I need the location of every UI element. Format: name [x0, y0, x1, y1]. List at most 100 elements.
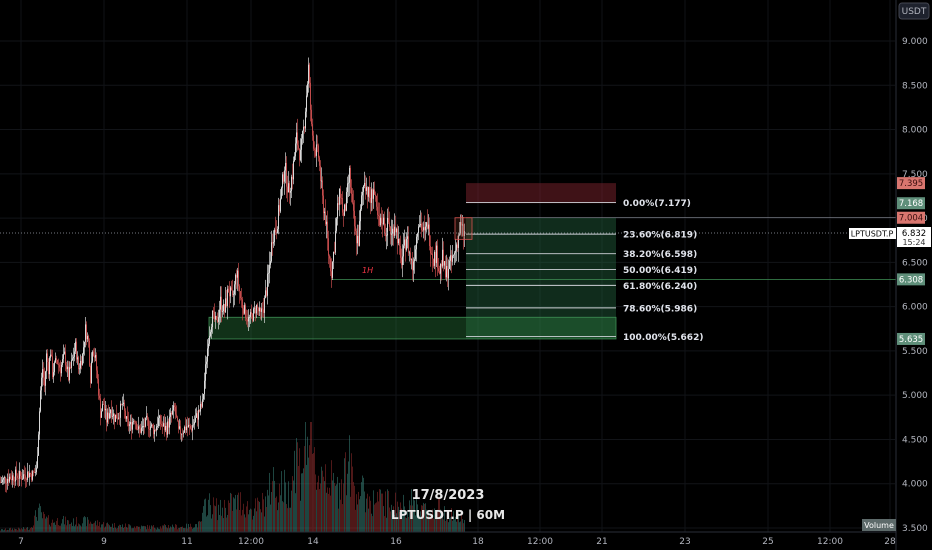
candle-body — [317, 144, 318, 146]
candle-body — [229, 292, 230, 297]
candle-body — [88, 336, 89, 341]
volume-bar — [318, 475, 319, 532]
candle-body — [410, 252, 411, 260]
volume-bar — [442, 515, 443, 532]
fib-label: 23.60%(6.819) — [623, 231, 697, 241]
fib-label: 78.60%(5.986) — [623, 304, 697, 314]
candle-body — [87, 336, 88, 340]
volume-bar — [223, 518, 224, 532]
candle-body — [0, 481, 1, 483]
volume-bar — [461, 513, 462, 532]
volume-bar — [144, 525, 145, 532]
candle-body — [23, 474, 24, 479]
candle-body — [85, 324, 86, 342]
volume-bar — [173, 526, 174, 532]
candle-body — [381, 217, 382, 224]
volume-bar — [143, 525, 144, 532]
fib-label: 61.80%(6.240) — [623, 282, 697, 292]
candle-body — [268, 272, 269, 274]
volume-bar — [4, 529, 5, 532]
candle-body — [221, 296, 222, 312]
symbol-watermark: LPTUSDT.P | 60M — [391, 508, 505, 522]
candle-body — [45, 371, 46, 386]
candle-body — [65, 351, 66, 366]
volume-label-box — [862, 519, 896, 531]
volume-bar — [131, 528, 132, 532]
volume-bar — [374, 504, 375, 532]
candle-body — [270, 261, 271, 265]
volume-bar — [113, 528, 114, 532]
candle-body — [141, 427, 142, 433]
candle-body — [251, 312, 252, 315]
volume-bar — [255, 498, 256, 532]
volume-bar — [344, 458, 345, 532]
candle-body — [176, 414, 177, 418]
volume-bars — [0, 422, 465, 532]
candle-body — [177, 417, 178, 421]
volume-bar — [34, 515, 35, 532]
volume-label: Volume — [864, 521, 894, 530]
candle-body — [328, 238, 329, 256]
candle-body — [377, 206, 378, 215]
candle-body — [454, 252, 455, 255]
currency-button[interactable] — [898, 2, 930, 20]
candle-body — [326, 221, 327, 225]
volume-bar — [57, 518, 58, 532]
y-tick-label: 7.500 — [902, 170, 928, 180]
volume-bar — [77, 526, 78, 532]
candle-body — [17, 475, 18, 479]
candle-body — [365, 182, 366, 191]
candle-body — [438, 268, 439, 272]
candle-body — [196, 413, 197, 418]
volume-bar — [214, 505, 215, 532]
volume-bar — [180, 527, 181, 532]
volume-bar — [308, 457, 309, 532]
volume-bar — [32, 527, 33, 532]
candle-body — [12, 475, 13, 481]
candle-body — [338, 203, 339, 205]
candle-body — [248, 317, 249, 322]
candle-body — [209, 335, 210, 344]
volume-bar — [14, 528, 15, 532]
volume-bar — [341, 479, 342, 532]
volume-bar — [65, 516, 66, 532]
candle-body — [32, 471, 33, 480]
volume-bar — [216, 498, 217, 532]
volume-bar — [38, 507, 39, 532]
candle-body — [73, 356, 74, 359]
candle-body — [103, 404, 104, 406]
candle-body — [423, 227, 424, 231]
entry-box — [454, 217, 473, 240]
volume-bar — [177, 529, 178, 532]
volume-bar — [243, 503, 244, 532]
volume-bar — [440, 509, 441, 532]
candle-body — [325, 211, 326, 225]
volume-bar — [372, 516, 373, 532]
candle-body — [293, 160, 294, 180]
candle-body — [157, 426, 158, 427]
candle-body — [54, 362, 55, 373]
volume-bar — [111, 526, 112, 532]
candle-body — [324, 211, 325, 214]
candle-body — [128, 418, 129, 426]
candle-body — [50, 354, 51, 358]
candle-body — [109, 413, 110, 419]
volume-bar — [227, 514, 228, 532]
candle-body — [330, 258, 331, 272]
candle-body — [376, 195, 377, 207]
volume-bar — [366, 498, 367, 532]
volume-bar — [252, 519, 253, 532]
volume-bar — [401, 508, 402, 532]
volume-bar — [147, 524, 148, 532]
volume-bar — [86, 526, 87, 532]
volume-bar — [322, 470, 323, 532]
candle-body — [255, 307, 256, 314]
candle-body — [5, 477, 6, 483]
volume-bar — [387, 489, 388, 532]
volume-bar — [25, 529, 26, 532]
candle-body — [129, 424, 130, 426]
volume-bar — [233, 497, 234, 532]
candle-body — [31, 474, 32, 480]
date-watermark: 17/8/2023 — [412, 488, 485, 503]
candle-body — [399, 238, 400, 246]
